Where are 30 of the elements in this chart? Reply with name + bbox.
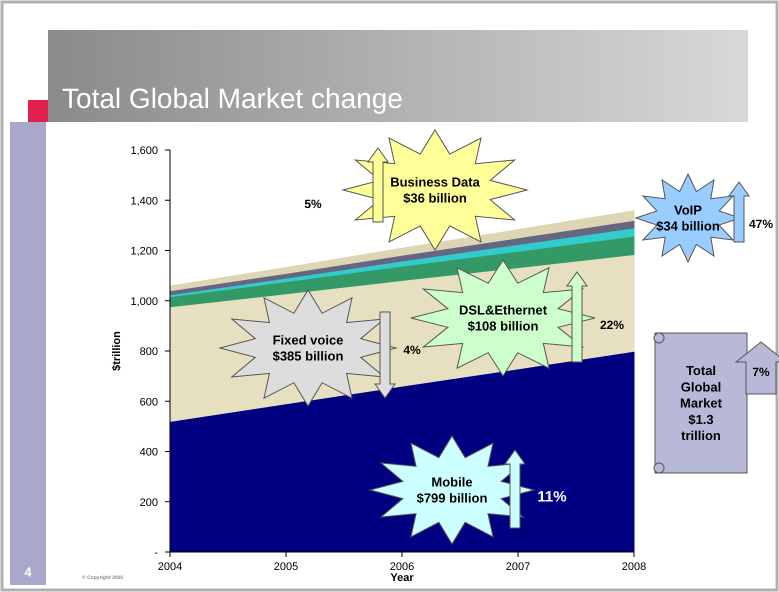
y-tick-label: 1,600 bbox=[130, 145, 158, 157]
chart-title: Total Global Market change bbox=[62, 83, 403, 114]
x-tick-label: 2004 bbox=[158, 561, 182, 573]
annotation: Fixed voice $385 billion bbox=[272, 332, 344, 364]
annotation: 22% bbox=[600, 318, 624, 332]
y-tick-label: 1,000 bbox=[130, 296, 158, 308]
y-tick-label: 200 bbox=[140, 496, 158, 509]
y-tick-label: 1,200 bbox=[130, 246, 158, 258]
x-tick-label: 2005 bbox=[274, 561, 298, 573]
x-tick-label: 2008 bbox=[622, 561, 646, 573]
x-tick-label: 2007 bbox=[506, 561, 530, 573]
y-axis-title: $trillion bbox=[111, 330, 123, 371]
annotation: Mobile $799 billion bbox=[416, 474, 488, 506]
text: 4 bbox=[24, 564, 32, 580]
annotation: 5% bbox=[304, 197, 322, 212]
text: Total Global Market $1.3 trillion bbox=[680, 363, 723, 444]
y-tick-label: 1,400 bbox=[130, 195, 158, 208]
y-tick-label: - bbox=[154, 547, 158, 559]
x-tick-label: 2006 bbox=[390, 561, 414, 573]
y-tick-label: 600 bbox=[140, 396, 158, 408]
text: 7% bbox=[752, 365, 770, 380]
x-axis-title: Year bbox=[390, 572, 414, 584]
text: VoIP $34 billion bbox=[656, 202, 720, 234]
annotation: DSL&Ethernet $108 billion bbox=[458, 302, 548, 334]
y-tick-label: 400 bbox=[140, 446, 158, 458]
annotation: 4% bbox=[403, 343, 421, 358]
y-tick-label: 800 bbox=[140, 346, 158, 358]
text: 47% bbox=[748, 217, 774, 232]
annotation: Business Data $36 billion bbox=[390, 174, 481, 206]
annotation: 11% bbox=[537, 488, 567, 506]
